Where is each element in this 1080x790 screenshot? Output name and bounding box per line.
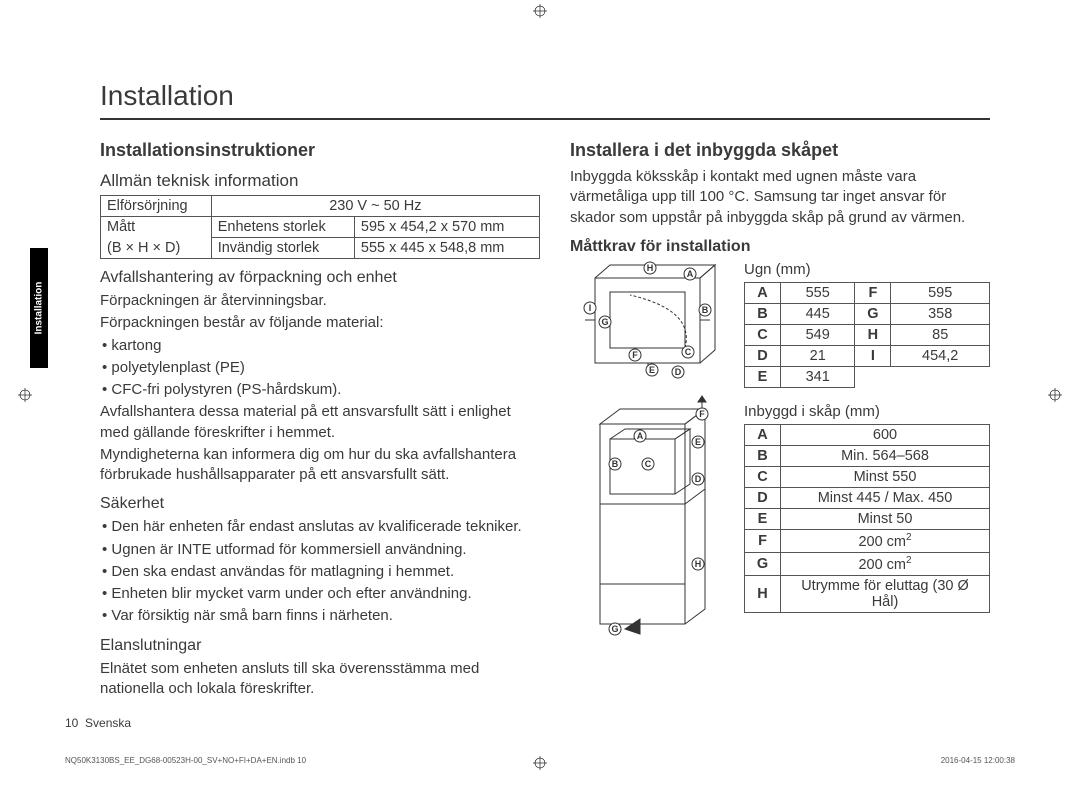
- instructions-heading: Installationsinstruktioner: [100, 140, 540, 161]
- tech-r1c1: Elförsörjning: [101, 196, 212, 217]
- waste-heading: Avfallshantering av förpackning och enhe…: [100, 269, 540, 287]
- svg-text:B: B: [612, 459, 619, 469]
- tech-r3c1: (B × H × D): [101, 238, 212, 259]
- section-tab: Installation: [30, 248, 48, 368]
- svg-text:G: G: [601, 317, 608, 327]
- safety-b1: Den här enheten får endast anslutas av k…: [100, 517, 540, 537]
- svg-text:H: H: [695, 559, 702, 569]
- svg-text:B: B: [702, 305, 709, 315]
- waste-p1: Förpackningen är återvinningsbar.: [100, 291, 540, 311]
- cabinet-diagram: F A E B C D H G: [570, 394, 730, 654]
- safety-b5: Var försiktig när små barn finns i närhe…: [100, 606, 540, 626]
- tech-r3c3: 555 x 445 x 548,8 mm: [354, 238, 539, 259]
- safety-b2: Ugnen är INTE utformad för kommersiell a…: [100, 540, 540, 560]
- cabinet-table-label: Inbyggd i skåp (mm): [744, 402, 990, 422]
- waste-b2: polyetylenplast (PE): [100, 358, 540, 378]
- req-heading: Måttkrav för installation: [570, 238, 990, 256]
- tech-r2c1: Mått: [101, 217, 212, 238]
- diagrams-column: H A I B G F C E D: [570, 260, 730, 658]
- crop-right: [1048, 388, 1062, 402]
- waste-p4: Myndigheterna kan informera dig om hur d…: [100, 445, 540, 486]
- svg-text:H: H: [647, 263, 654, 273]
- waste-p3: Avfallshantera dessa material på ett ans…: [100, 402, 540, 443]
- elec-p1: Elnätet som enheten ansluts till ska öve…: [100, 659, 540, 700]
- install-cabinet-heading: Installera i det inbyggda skåpet: [570, 140, 990, 161]
- install-cabinet-intro: Inbyggda köksskåp i kontakt med ugnen må…: [570, 167, 990, 228]
- footer-source: NQ50K3130BS_EE_DG68-00523H-00_SV+NO+FI+D…: [65, 756, 306, 765]
- svg-text:E: E: [695, 437, 701, 447]
- svg-text:F: F: [699, 409, 705, 419]
- tech-r2c3: 595 x 454,2 x 570 mm: [354, 217, 539, 238]
- tech-table: Elförsörjning 230 V ~ 50 Hz Mått Enheten…: [100, 195, 540, 259]
- waste-b3: CFC-fri polystyren (PS-hårdskum).: [100, 380, 540, 400]
- tech-info-heading: Allmän teknisk information: [100, 171, 540, 191]
- svg-text:D: D: [695, 474, 702, 484]
- crop-bottom: [533, 756, 547, 770]
- oven-diagram: H A I B G F C E D: [570, 260, 730, 390]
- svg-text:C: C: [645, 459, 652, 469]
- svg-text:C: C: [685, 347, 692, 357]
- oven-table-label: Ugn (mm): [744, 260, 990, 280]
- svg-text:E: E: [649, 365, 655, 375]
- right-column: Installera i det inbyggda skåpet Inbyggd…: [570, 140, 990, 701]
- svg-text:D: D: [675, 367, 682, 377]
- tech-r1c2: 230 V ~ 50 Hz: [211, 196, 539, 217]
- left-column: Installationsinstruktioner Allmän teknis…: [100, 140, 540, 701]
- page-content: Installation Installationsinstruktioner …: [100, 80, 990, 701]
- footer-page: 10 Svenska: [65, 716, 131, 730]
- tech-r2c2: Enhetens storlek: [211, 217, 354, 238]
- cabinet-dim-table: A600 BMin. 564–568 CMinst 550 DMinst 445…: [744, 424, 990, 613]
- safety-heading: Säkerhet: [100, 495, 540, 513]
- tables-column: Ugn (mm) A555F595 B445G358 C549H85 D21I4…: [744, 260, 990, 658]
- oven-dim-table: A555F595 B445G358 C549H85 D21I454,2 E341: [744, 282, 990, 388]
- safety-b4: Enheten blir mycket varm under och efter…: [100, 584, 540, 604]
- svg-text:F: F: [632, 350, 638, 360]
- crop-top: [533, 4, 547, 18]
- tech-r3c2: Invändig storlek: [211, 238, 354, 259]
- safety-b3: Den ska endast användas för matlagning i…: [100, 562, 540, 582]
- elec-heading: Elanslutningar: [100, 637, 540, 655]
- footer-date: 2016-04-15 12:00:38: [941, 756, 1015, 765]
- svg-text:A: A: [687, 269, 694, 279]
- waste-p2: Förpackningen består av följande materia…: [100, 313, 540, 333]
- page-title: Installation: [100, 80, 990, 120]
- waste-b1: kartong: [100, 336, 540, 356]
- svg-text:A: A: [637, 431, 644, 441]
- svg-text:G: G: [611, 624, 618, 634]
- crop-left: [18, 388, 32, 402]
- section-tab-label: Installation: [34, 282, 45, 335]
- svg-text:I: I: [589, 303, 592, 313]
